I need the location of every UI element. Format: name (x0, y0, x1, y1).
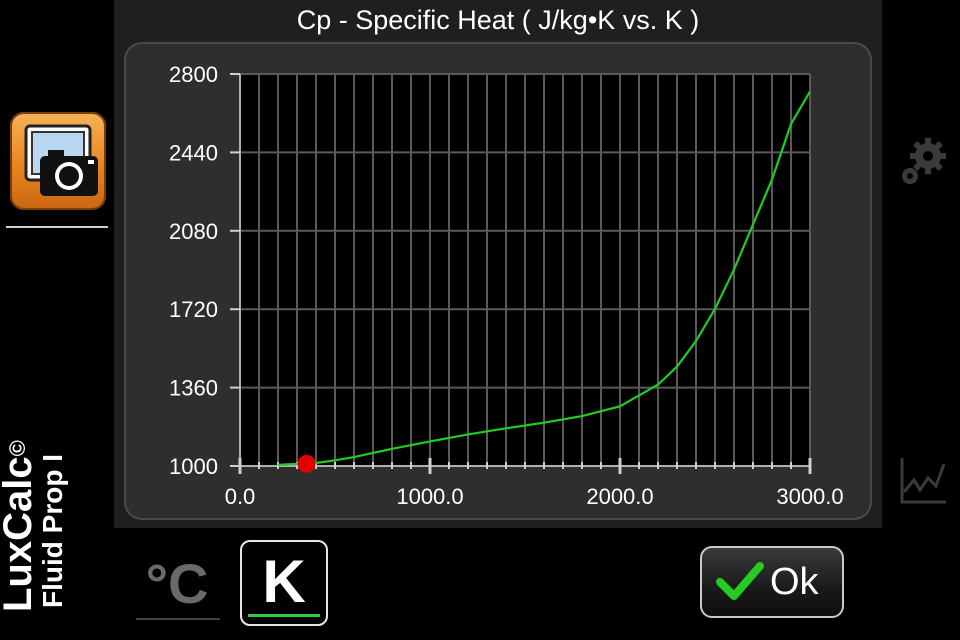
copyright-symbol: © (5, 440, 30, 457)
x-tick-label: 1000.0 (396, 484, 463, 509)
ok-button[interactable]: Ok (700, 546, 844, 618)
x-tick-label: 2000.0 (586, 484, 653, 509)
y-tick-label: 2440 (169, 140, 218, 165)
product-name: Fluid Prop I (37, 454, 68, 608)
ok-label: Ok (770, 561, 819, 603)
chart-title: Cp - Specific Heat ( J/kg•K vs. K ) (296, 5, 700, 35)
sidebar-divider (6, 226, 108, 228)
brand-block: LuxCalc© Fluid Prop I (0, 352, 118, 612)
checkmark-icon (716, 562, 764, 600)
y-tick-label: 2800 (169, 62, 218, 87)
x-tick-label: 0.0 (225, 484, 256, 509)
grid-lines (239, 73, 811, 467)
x-tick-label: 3000.0 (776, 484, 843, 509)
line-chart-icon[interactable] (898, 456, 948, 506)
camera-button[interactable] (10, 112, 106, 210)
celsius-toggle[interactable]: °C (145, 552, 209, 615)
series-line (277, 90, 811, 466)
y-tick-label: 2080 (169, 219, 218, 244)
kelvin-toggle[interactable]: K (240, 540, 328, 626)
gear-icon[interactable] (896, 136, 952, 192)
brand-name: LuxCalc© (0, 440, 40, 612)
y-tick-label: 1720 (169, 297, 218, 322)
y-tick-label: 1000 (169, 454, 218, 479)
current-point-marker (297, 454, 316, 473)
kelvin-selected-underline (248, 614, 320, 617)
celsius-underline (136, 618, 220, 620)
cp-chart[interactable]: 1000 1360 1720 2080 2440 2800 0.0 1000.0 2000.0 3… (124, 42, 872, 520)
camera-icon (24, 124, 98, 196)
y-tick-label: 1360 (169, 376, 218, 401)
tick-labels: 1000 1360 1720 2080 2440 2800 0.0 1000.0 2000.0 3… (169, 62, 844, 509)
axes (230, 73, 812, 474)
